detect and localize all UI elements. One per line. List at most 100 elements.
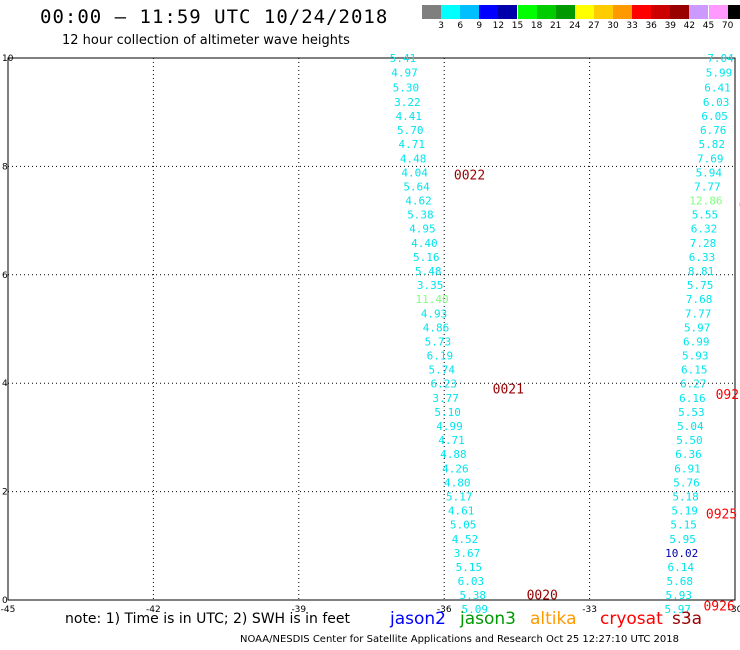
wave-height-value: 5.41: [390, 52, 417, 65]
wave-height-value: 6.15: [681, 364, 708, 377]
color-swatch: [460, 5, 480, 19]
wave-height-value: 4.62: [405, 195, 432, 208]
wave-height-value: 4.41: [396, 110, 423, 123]
chart-subtitle: 12 hour collection of altimeter wave hei…: [62, 33, 350, 48]
color-swatch: [651, 5, 671, 19]
color-swatch: [593, 5, 613, 19]
color-tick-label: 27: [588, 21, 600, 31]
color-tick-label: 70: [721, 21, 734, 31]
wave-height-value: 5.68: [666, 575, 693, 588]
wave-height-value: 6.14: [667, 561, 694, 574]
wave-height-value: 6.41: [704, 81, 731, 94]
wave-height-value: 7.04: [707, 52, 734, 65]
x-tick-label: -42: [146, 605, 161, 615]
wave-height-value: 6.03: [703, 96, 730, 109]
wave-height-value: 4.99: [436, 420, 463, 433]
footer-note: note: 1) Time is in UTC; 2) SWH is in fe…: [65, 611, 351, 627]
color-tick-label: 18: [530, 21, 543, 31]
pass-time-label: 0022: [454, 169, 485, 184]
wave-height-value: 6.05: [701, 110, 728, 123]
color-swatch: [498, 5, 518, 19]
color-swatch: [670, 5, 690, 19]
y-tick-label: 4: [2, 379, 8, 389]
wave-height-value: 5.16: [413, 251, 440, 264]
wave-height-value: 5.05: [450, 519, 477, 532]
wave-height-value: 10.02: [665, 547, 698, 560]
satellite-legend-cryosat: cryosat: [600, 609, 663, 629]
wave-height-value: 4.88: [440, 448, 467, 461]
wave-height-value: 11.40: [416, 293, 449, 306]
wave-height-value: 5.75: [687, 279, 714, 292]
wave-height-value: 4.52: [452, 533, 479, 546]
wave-height-value: 5.48: [415, 265, 442, 278]
pass-time-label: 0924: [739, 198, 740, 213]
pass-time-label: 0021: [493, 383, 524, 398]
wave-height-value: 5.38: [460, 589, 487, 602]
x-tick-label: -30: [728, 605, 740, 615]
color-tick-label: 33: [626, 21, 638, 31]
color-tick-label: 9: [476, 21, 483, 31]
wave-height-value: 4.86: [423, 321, 450, 334]
wave-height-value: 7.69: [697, 152, 724, 165]
wave-height-value: 5.10: [434, 406, 461, 419]
color-swatch: [517, 5, 537, 19]
color-tick-label: 15: [511, 21, 524, 31]
wave-height-value: 7.68: [686, 293, 713, 306]
wave-height-value: 5.38: [407, 209, 434, 222]
wave-height-value: 6.27: [680, 378, 707, 391]
satellite-legend-jason2: jason2: [390, 609, 446, 629]
wave-height-value: 5.74: [429, 364, 456, 377]
wave-height-value: 5.73: [425, 335, 452, 348]
pass-time-label: 0925: [716, 388, 740, 403]
wave-height-value: 8.81: [688, 265, 715, 278]
y-tick-label: 0: [2, 596, 8, 606]
wave-height-value: 5.76: [673, 476, 700, 489]
wave-height-value: 12.86: [689, 195, 722, 208]
wave-height-value: 4.48: [400, 152, 427, 165]
wave-height-value: 4.04: [401, 166, 428, 179]
chart-title: 00:00 – 11:59 UTC 10/24/2018: [40, 6, 389, 28]
wave-height-value: 6.36: [675, 448, 702, 461]
y-tick-label: 2: [2, 488, 8, 498]
wave-height-value: 3.22: [394, 96, 421, 109]
x-tick-label: -45: [1, 605, 16, 615]
color-swatch: [441, 5, 461, 19]
y-tick-label: 8: [2, 162, 8, 172]
wave-height-value: 5.17: [446, 490, 473, 503]
wave-height-value: 5.15: [670, 519, 697, 532]
wave-height-value: 5.93: [682, 350, 709, 363]
satellite-legend-altika: altika: [530, 609, 577, 629]
wave-height-value: 3.67: [454, 547, 481, 560]
wave-height-value: 5.19: [671, 505, 698, 518]
wave-height-value: 6.23: [430, 378, 457, 391]
wave-height-value: 7.28: [690, 237, 717, 250]
satellite-legend-jason3: jason3: [460, 609, 516, 629]
wave-height-value: 6.19: [427, 350, 454, 363]
color-swatch: [479, 5, 499, 19]
color-swatch: [536, 5, 556, 19]
wave-height-value: 5.15: [456, 561, 483, 574]
color-tick-label: 12: [492, 21, 505, 31]
wave-height-value: 3.35: [417, 279, 444, 292]
wave-height-value: 4.80: [444, 476, 471, 489]
wave-height-value: 6.16: [679, 392, 706, 405]
wave-height-value: 4.95: [409, 223, 436, 236]
color-tick-label: 30: [607, 21, 619, 31]
pass-time-label: 0925: [706, 507, 737, 522]
wave-height-value: 5.18: [672, 490, 699, 503]
wave-height-value: 4.71: [398, 138, 425, 151]
color-swatch: [727, 5, 740, 19]
x-tick-label: -39: [291, 605, 306, 615]
x-tick-label: -36: [437, 605, 452, 615]
color-swatch: [632, 5, 652, 19]
color-swatch: [689, 5, 709, 19]
wave-height-value: 6.03: [458, 575, 485, 588]
wave-height-value: 5.70: [397, 124, 424, 137]
wave-height-value: 6.32: [691, 223, 718, 236]
wave-height-value: 5.94: [696, 166, 723, 179]
color-tick-label: 36: [645, 21, 657, 31]
wave-height-value: 5.97: [665, 603, 692, 616]
x-tick-label: -33: [582, 605, 597, 615]
wave-height-value: 4.71: [438, 434, 465, 447]
y-tick-label: 10: [2, 54, 14, 64]
